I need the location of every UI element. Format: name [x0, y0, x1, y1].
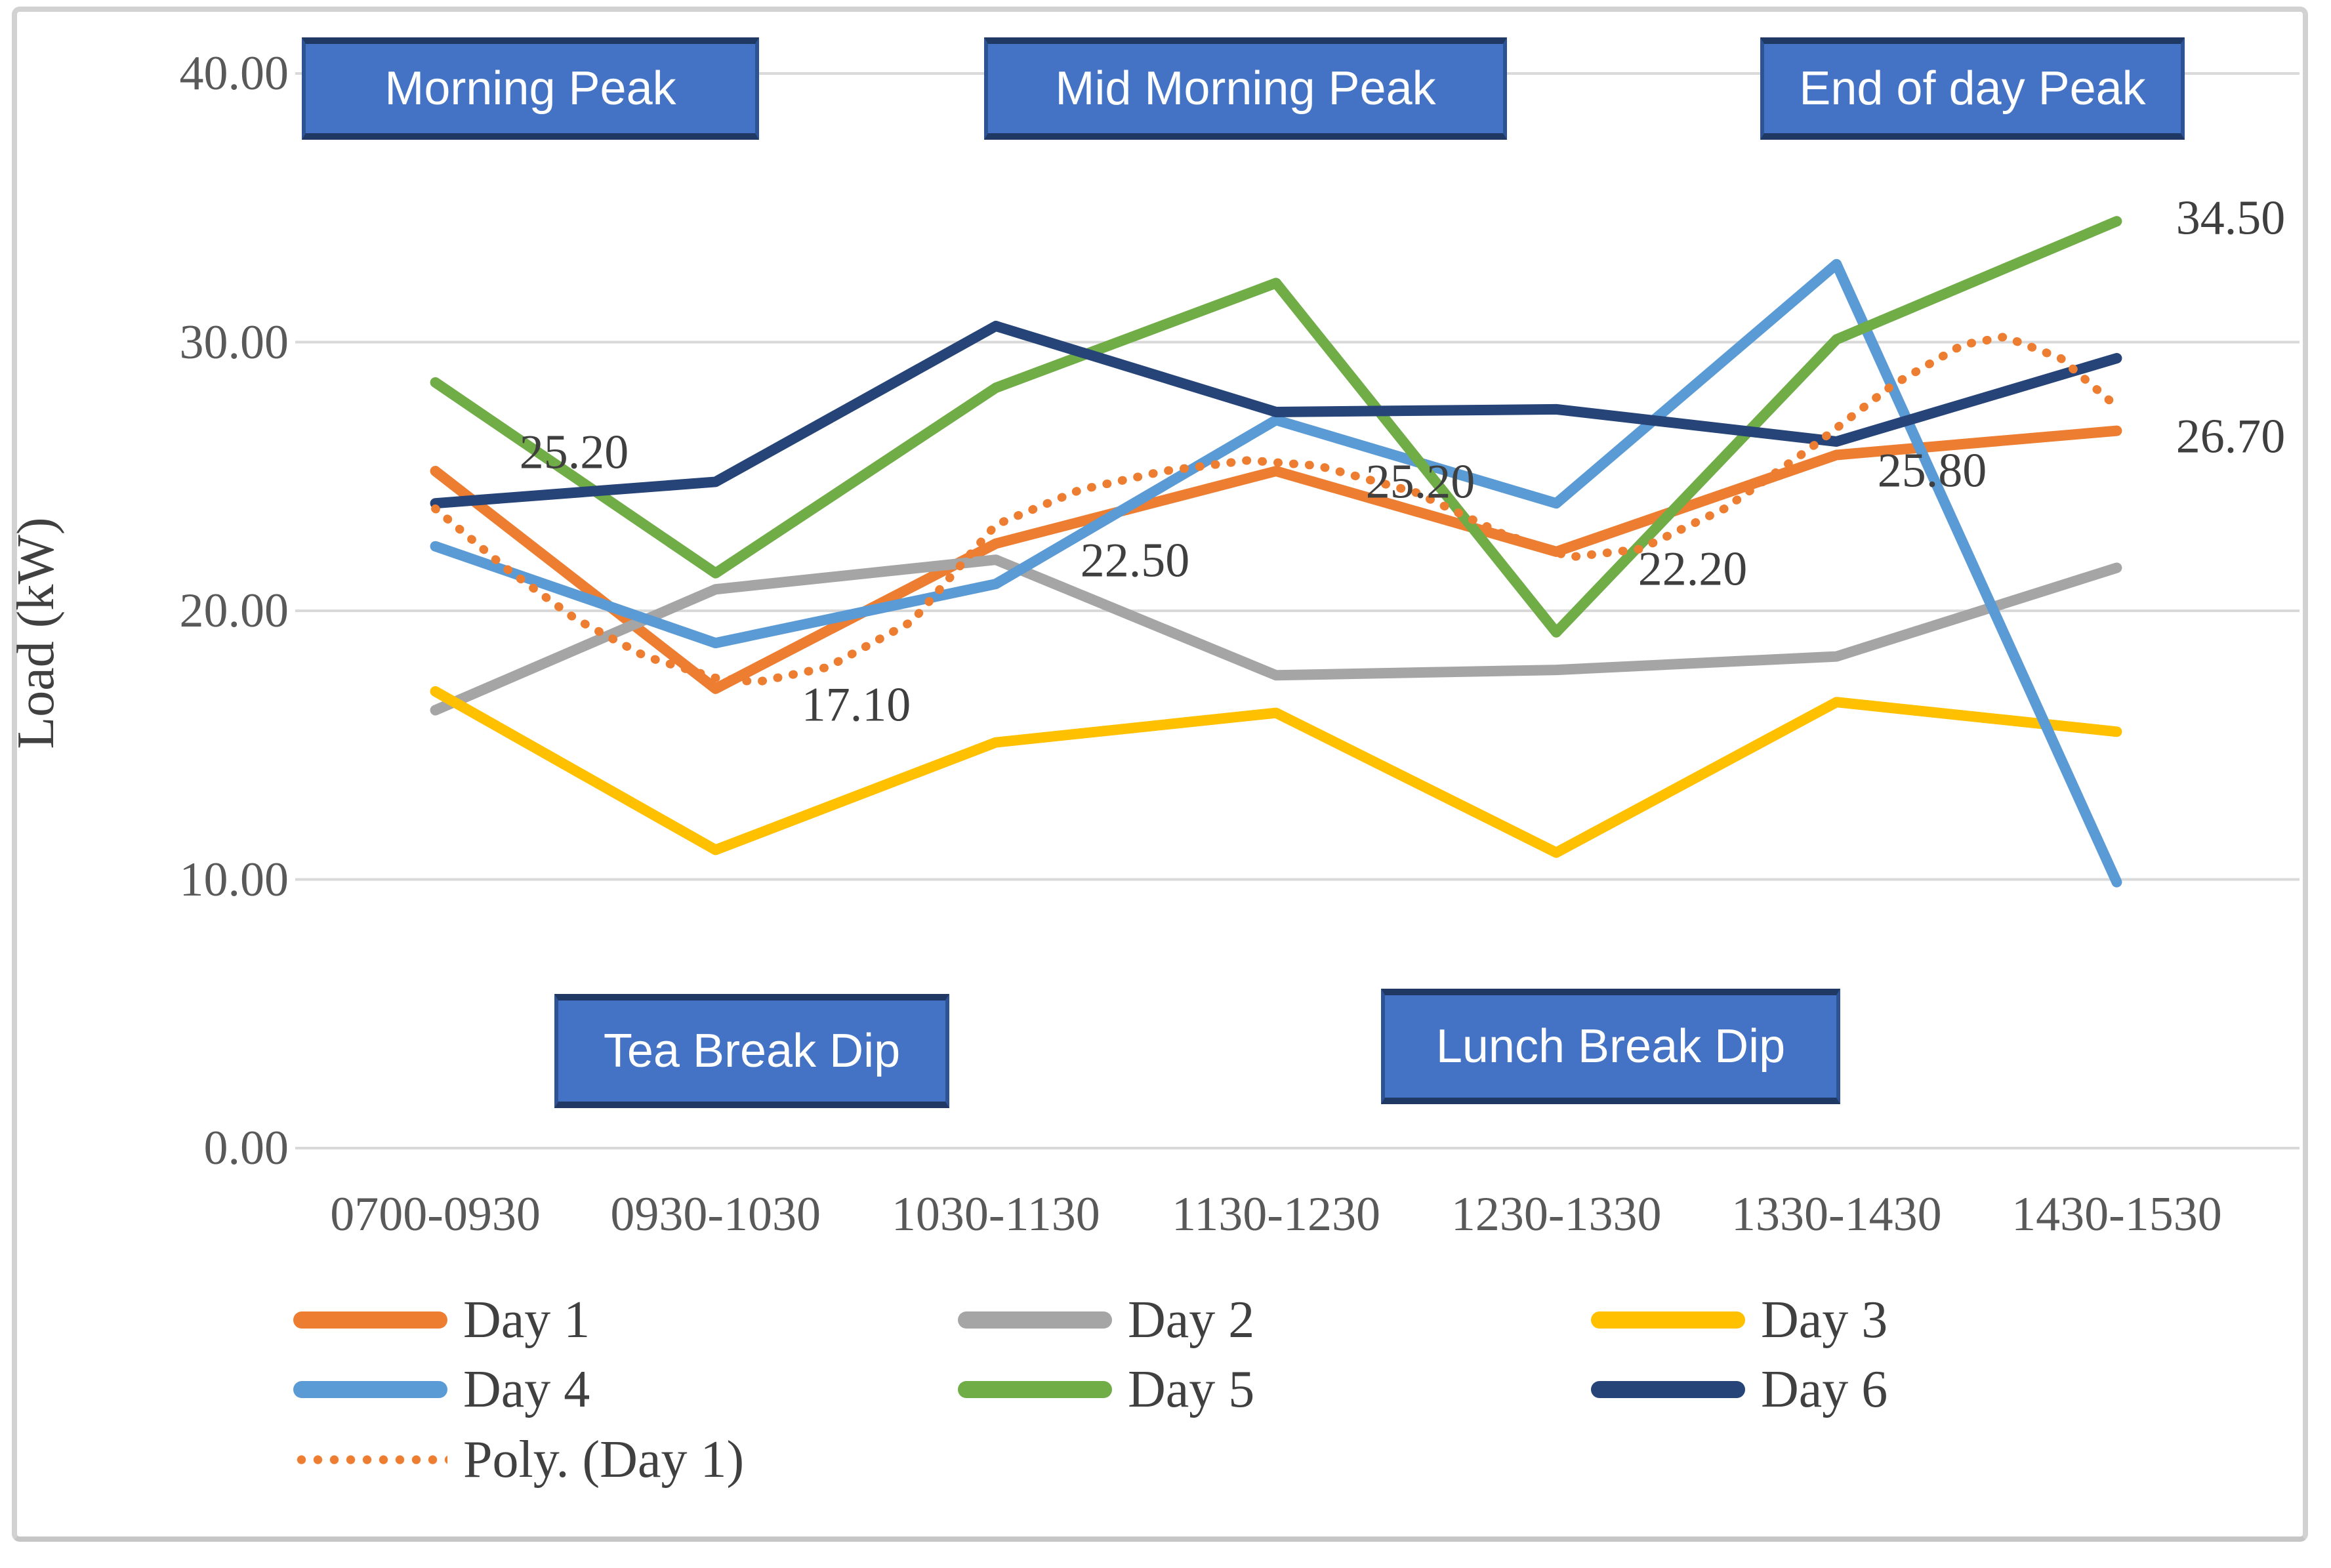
- series-line-day-1: [430, 425, 2122, 694]
- x-tick-0700-0930: 0700-0930: [330, 1187, 541, 1241]
- chart-frame: [12, 7, 2308, 1542]
- x-tick-1230-1330: 1230-1330: [1451, 1187, 1662, 1241]
- series-line-day-3: [430, 686, 2122, 858]
- y-tick-10.00: 10.00: [179, 852, 289, 907]
- legend-swatch-day-4: [293, 1381, 447, 1398]
- legend-swatch-day-6: [1591, 1381, 1745, 1398]
- legend-item-day-1: Day 1: [293, 1287, 590, 1353]
- legend-label-day-4: Day 4: [463, 1360, 590, 1418]
- legend-label-day-2: Day 2: [1128, 1290, 1255, 1349]
- legend-swatch-day-5: [958, 1381, 1112, 1398]
- legend-label-day-1: Day 1: [463, 1290, 590, 1349]
- y-tick-20.00: 20.00: [179, 584, 289, 638]
- series-line-day-5: [430, 216, 2122, 638]
- x-tick-1430-1530: 1430-1530: [2011, 1187, 2222, 1241]
- series-line-day-4: [430, 258, 2122, 888]
- legend-label-day-6: Day 6: [1761, 1360, 1888, 1418]
- legend-item-day-5: Day 5: [958, 1357, 1254, 1422]
- legend-swatch-poly-day-1-: [293, 1455, 447, 1465]
- data-label-day-1-1430-1530: 26.70: [2176, 409, 2286, 464]
- data-label-day-1-0930-1030: 17.10: [801, 678, 911, 732]
- legend-item-day-4: Day 4: [293, 1357, 590, 1422]
- legend-item-day-2: Day 2: [958, 1287, 1254, 1353]
- legend-label-poly-day-1-: Poly. (Day 1): [463, 1430, 745, 1489]
- annotation-morning-peak: Morning Peak: [302, 37, 759, 140]
- x-tick-0930-1030: 0930-1030: [610, 1187, 821, 1241]
- data-label-day-5-1430-1530: 34.50: [2176, 191, 2286, 245]
- annotation-tea-break-dip: Tea Break Dip: [554, 994, 949, 1108]
- y-tick-30.00: 30.00: [179, 315, 289, 369]
- legend-swatch-day-1: [293, 1311, 447, 1329]
- legend-swatch-day-3: [1591, 1311, 1745, 1329]
- data-label-day-1-1330-1430: 25.80: [1877, 444, 1987, 498]
- annotation-end-of-day-peak: End of day Peak: [1760, 37, 2185, 140]
- trendline-poly-day-1: [431, 332, 2121, 687]
- y-tick-40.00: 40.00: [179, 47, 289, 100]
- x-tick-1330-1430: 1330-1430: [1731, 1187, 1942, 1241]
- legend-item-poly-day-1-: Poly. (Day 1): [293, 1427, 744, 1493]
- x-tick-1030-1130: 1030-1130: [891, 1187, 1100, 1241]
- x-tick-1130-1230: 1130-1230: [1172, 1187, 1380, 1241]
- annotation-mid-morning-peak: Mid Morning Peak: [984, 37, 1507, 140]
- series-line-day-2: [430, 554, 2122, 716]
- legend-item-day-3: Day 3: [1591, 1287, 1887, 1353]
- data-label-day-1-1130-1230: 25.20: [1365, 455, 1475, 509]
- annotation-lunch-break-dip: Lunch Break Dip: [1381, 989, 1840, 1104]
- legend-swatch-day-2: [958, 1311, 1112, 1329]
- legend-label-day-3: Day 3: [1761, 1290, 1888, 1349]
- data-label-day-1-1030-1130: 22.50: [1080, 533, 1190, 588]
- legend-item-day-6: Day 6: [1591, 1357, 1887, 1422]
- y-tick-0.00: 0.00: [203, 1121, 289, 1175]
- data-label-day-1-1230-1330: 22.20: [1638, 542, 1748, 596]
- y-axis-title: Load (kW): [7, 517, 65, 749]
- data-label-day-1-0700-0930: 25.20: [519, 425, 629, 480]
- legend-label-day-5: Day 5: [1128, 1360, 1255, 1418]
- series-line-day-6: [430, 320, 2122, 509]
